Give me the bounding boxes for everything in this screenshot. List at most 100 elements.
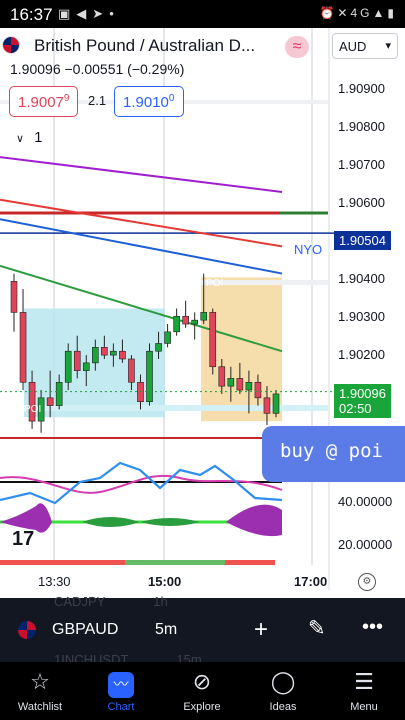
buy-price-super: 0	[168, 93, 175, 104]
guide-strip	[201, 280, 328, 285]
time-track-green	[125, 560, 225, 565]
candle-body	[37, 397, 45, 422]
note-callout[interactable]: buy @ poi	[262, 426, 405, 482]
menu-icon: ☰	[354, 669, 374, 694]
candle-body	[254, 381, 262, 399]
tradingview-logo-icon: 17	[12, 528, 35, 550]
nav-label: Chart	[107, 701, 135, 713]
nav-watchlist[interactable]: ☆ Watchlist	[0, 668, 80, 713]
candle-body	[46, 397, 54, 406]
ohlc-line: 1.90096 −0.00551 (−0.29%)	[10, 61, 184, 77]
candle-body	[28, 381, 36, 422]
candle-body	[128, 358, 135, 383]
candle-body	[10, 281, 18, 313]
symbol-toolbar: CADJPY 1h GBPAUD 5m + ✎ ••• 1INCHUSDT 15m	[0, 594, 405, 667]
volume-icon: ◀	[76, 6, 93, 21]
oscillator-wave	[82, 517, 140, 527]
oscillator-wave	[140, 518, 200, 526]
drawing-pen-icon[interactable]: ✎	[308, 617, 326, 640]
chevron-down-icon: ▾	[385, 40, 391, 52]
symbol-title[interactable]: British Pound / Australian D...	[34, 36, 256, 55]
chart-canvas[interactable]	[0, 28, 405, 598]
indicator-toggle[interactable]: ∨ 1	[16, 129, 42, 146]
oscillator-axis-label: 40.00000	[338, 494, 393, 509]
compass-icon: ⊘	[192, 669, 212, 694]
ghost-watchlist-row: CADJPY 1h	[54, 594, 168, 609]
candle-body	[155, 343, 162, 352]
level-price-tag: 1.90504	[334, 231, 391, 250]
candle-body	[119, 350, 126, 360]
nav-chart[interactable]: 〰 Chart	[81, 668, 161, 713]
star-icon: ☆	[30, 669, 50, 694]
time-axis-label: 17:00	[294, 574, 328, 589]
oscillator-wave	[0, 503, 52, 533]
candle-body	[64, 350, 72, 383]
dot-icon: •	[109, 6, 120, 21]
nav-label: Menu	[350, 701, 378, 713]
chart-area[interactable]: British Pound / Australian D... ≈ AUD ▾ …	[0, 28, 405, 598]
add-icon[interactable]: +	[254, 616, 269, 643]
candle-body	[92, 347, 99, 364]
telegram-icon: ➤	[92, 6, 110, 21]
candle-body	[82, 362, 90, 371]
nyo-label: NYO	[294, 242, 323, 257]
candle-body	[218, 366, 226, 387]
candle-body	[164, 331, 171, 344]
candle-body	[110, 350, 117, 356]
sell-price: 1.9007	[18, 94, 64, 111]
guide-strip	[24, 405, 328, 411]
oscillator-line-magenta	[0, 474, 283, 494]
poi-label-bottom: POI	[24, 404, 42, 415]
currency-select[interactable]: AUD ▾	[332, 33, 398, 59]
interval-selector[interactable]: 5m	[155, 621, 178, 638]
gbp-aud-flag-icon	[18, 621, 36, 639]
candle-body	[146, 350, 153, 403]
candle-body	[245, 381, 253, 391]
candle-body	[55, 381, 63, 406]
candle-body	[227, 378, 235, 387]
oscillator-wave	[226, 504, 282, 537]
ghost-symbol: CADJPY	[54, 594, 106, 609]
indicator-count: 1	[34, 129, 43, 146]
price-axis-label: 1.90300	[338, 309, 385, 324]
status-left-icons: ▣◀➤•	[58, 6, 120, 22]
oscillator-axis-label: 20.00000	[338, 537, 393, 552]
status-right-icons: ⏰✕4G▲▮	[319, 6, 397, 20]
bottom-nav: ☆ Watchlist 〰 Chart ⊘ Explore ◯ Ideas ☰ …	[0, 662, 405, 720]
oscillator-line-blue	[0, 461, 283, 505]
candle-body	[73, 350, 81, 371]
time-track-red	[225, 560, 275, 565]
sell-button[interactable]: 1.90079	[9, 86, 78, 117]
logo-badge-icon[interactable]: ≈	[285, 36, 309, 58]
candle-body	[101, 347, 108, 356]
candle-body	[19, 312, 27, 383]
nav-label: Watchlist	[17, 701, 63, 713]
price-axis-label: 1.90600	[338, 195, 385, 210]
ghost-interval: 1h	[153, 594, 168, 609]
poi-label-top: POI	[206, 278, 224, 289]
nav-explore[interactable]: ⊘ Explore	[162, 668, 242, 713]
chart-icon: 〰	[108, 672, 134, 698]
signal-icon: ▲	[372, 6, 388, 20]
time-axis-label: 13:30	[38, 574, 71, 589]
candle-body	[272, 393, 280, 414]
settings-gear-icon[interactable]: ⚙	[358, 573, 376, 591]
candle-body	[182, 315, 189, 325]
status-time: 16:37	[10, 5, 53, 24]
moving-average-line	[0, 218, 283, 275]
nav-menu[interactable]: ☰ Menu	[324, 668, 404, 713]
moving-average-line	[0, 264, 283, 353]
candle-body	[200, 312, 208, 321]
buy-button[interactable]: 1.90100	[114, 86, 184, 117]
candle-body	[173, 315, 180, 333]
price-axis-label: 1.90700	[338, 157, 385, 172]
symbol-selector[interactable]: GBPAUD	[52, 621, 119, 638]
moving-average-line	[0, 198, 283, 248]
sell-price-super: 9	[63, 93, 70, 104]
network-icon: 4G	[350, 6, 373, 20]
more-icon[interactable]: •••	[362, 616, 384, 638]
price-axis-label: 1.90800	[338, 119, 385, 134]
nav-ideas[interactable]: ◯ Ideas	[243, 668, 323, 713]
buy-price: 1.9010	[123, 94, 169, 111]
ohlc-close: 1.90096	[10, 61, 61, 77]
